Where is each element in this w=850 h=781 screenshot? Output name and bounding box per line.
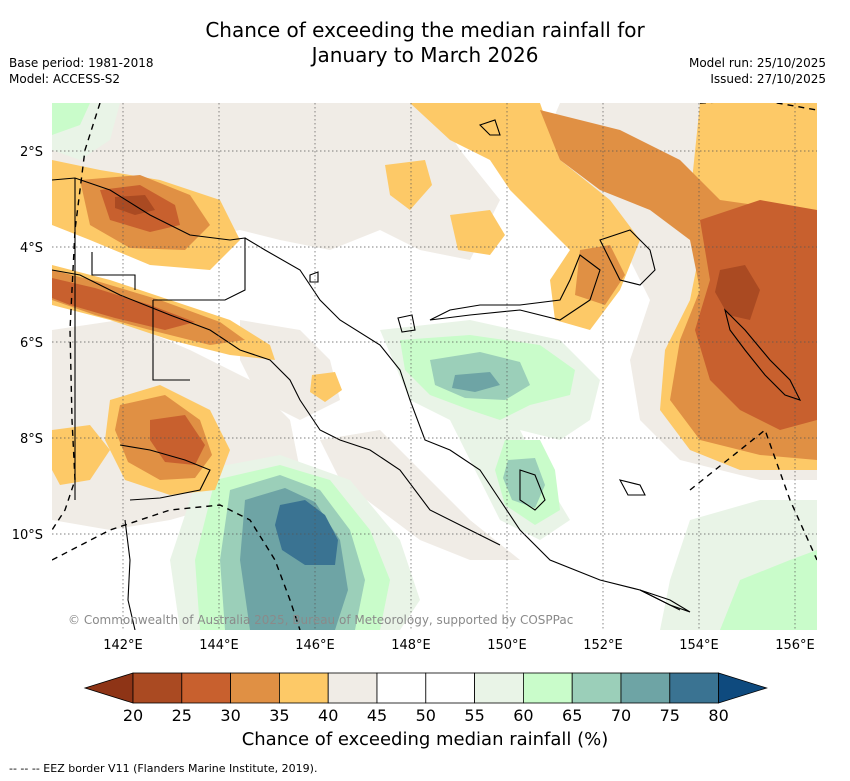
map-title: Chance of exceeding the median rainfall … — [0, 18, 850, 68]
eez-border — [52, 103, 817, 630]
eez-footnote: -- -- -- EEZ border V11 (Flanders Marine… — [9, 762, 318, 775]
lon-tick-label: 148°E — [391, 638, 431, 653]
colorbar-label: 75 — [660, 706, 680, 725]
colorbar-swatch — [620, 672, 671, 704]
colorbar-swatch — [181, 672, 232, 704]
colorbar-swatch — [474, 672, 524, 704]
lon-tick-label: 156°E — [775, 638, 815, 653]
colorbar-swatch — [327, 672, 378, 704]
probability-zone-35-40 — [310, 372, 342, 402]
colorbar: 20 25 30 35 40 45 50 55 60 65 70 75 80 — [83, 672, 768, 725]
lat-tick-label: 4°S — [20, 241, 43, 256]
probability-zone-35-40 — [52, 425, 110, 485]
lon-tick-label: 146°E — [295, 638, 335, 653]
issued-date: Issued: 27/10/2025 — [710, 72, 826, 86]
colorbar-label: 30 — [220, 706, 240, 725]
colorbar-swatch — [376, 672, 427, 704]
colorbar-swatch — [230, 672, 280, 704]
lat-tick-label: 10°S — [12, 528, 43, 543]
coastlines — [52, 119, 802, 630]
probability-zone-75-80 — [275, 500, 338, 565]
lat-tick-label: 6°S — [20, 336, 43, 351]
probability-zone-35-40 — [450, 210, 505, 255]
colorbar-label: 20 — [123, 706, 143, 725]
map-panel — [52, 103, 817, 630]
colorbar-high-extend — [718, 672, 768, 704]
map-title-line2: January to March 2026 — [311, 43, 539, 67]
latitude-labels: 2°S 4°S 6°S 8°S 10°S — [12, 145, 43, 543]
colorbar-swatch — [278, 672, 329, 704]
probability-zone-35-40 — [385, 160, 432, 210]
probability-zone-70-75 — [452, 372, 500, 392]
colorbar-label: 55 — [464, 706, 484, 725]
base-period: Base period: 1981-2018 — [9, 56, 154, 70]
lon-tick-label: 152°E — [583, 638, 623, 653]
colorbar-swatch — [132, 672, 183, 704]
colorbar-swatch — [571, 672, 622, 704]
meta-right: Model run: 25/10/2025 Issued: 27/10/2025 — [689, 55, 826, 87]
copyright-notice: © Commonwealth of Australia 2025, Bureau… — [68, 613, 574, 627]
colorbar-swatch — [425, 672, 475, 704]
probability-zone-60-65 — [52, 103, 90, 135]
colorbar-low-extend — [83, 672, 134, 704]
probability-zone-25-30 — [695, 200, 817, 430]
lon-tick-label: 150°E — [487, 638, 527, 653]
colorbar-label: 70 — [611, 706, 631, 725]
probability-zone-40-45 — [320, 430, 520, 560]
meta-left: Base period: 1981-2018 Model: ACCESS-S2 — [9, 55, 154, 87]
lat-tick-label: 8°S — [20, 432, 43, 447]
map-title-line1: Chance of exceeding the median rainfall … — [205, 18, 645, 42]
colorbar-label: 80 — [708, 706, 728, 725]
colorbar-swatch — [523, 672, 573, 704]
probability-zone-20-25 — [715, 265, 760, 320]
probability-zone-25-30 — [150, 415, 205, 465]
gridlines — [52, 103, 817, 630]
longitude-labels: 142°E 144°E 146°E 148°E 150°E 152°E 154°… — [103, 638, 815, 653]
colorbar-label: 65 — [562, 706, 582, 725]
colorbar-label: 25 — [172, 706, 192, 725]
colorbar-title: Chance of exceeding median rainfall (%) — [241, 729, 609, 750]
probability-zone-65-70 — [503, 458, 545, 508]
model-name: Model: ACCESS-S2 — [9, 72, 121, 86]
lon-tick-label: 154°E — [679, 638, 719, 653]
colorbar-label: 35 — [269, 706, 289, 725]
colorbar-swatch — [669, 672, 719, 704]
lat-tick-label: 2°S — [20, 145, 43, 160]
colorbar-label: 50 — [416, 706, 436, 725]
lon-tick-label: 144°E — [199, 638, 239, 653]
probability-zone-25-30 — [52, 278, 195, 330]
colorbar-label: 40 — [318, 706, 338, 725]
colorbar-label: 60 — [513, 706, 533, 725]
probability-zone-60-65 — [720, 550, 817, 630]
colorbar-label: 45 — [367, 706, 387, 725]
model-run: Model run: 25/10/2025 — [688, 56, 826, 70]
lon-tick-label: 142°E — [103, 638, 143, 653]
